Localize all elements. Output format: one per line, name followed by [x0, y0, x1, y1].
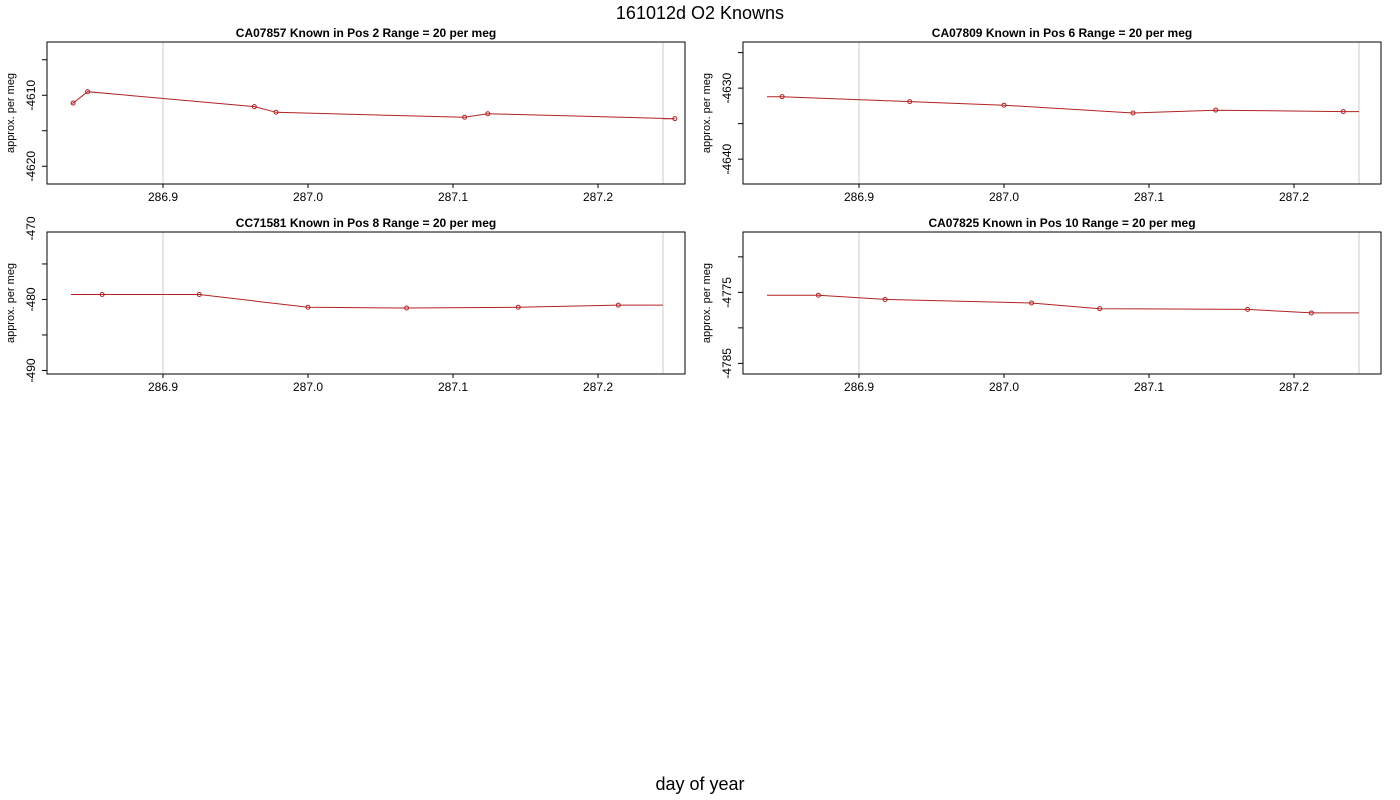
- series-line: [71, 91, 675, 120]
- data-point: [1340, 109, 1346, 115]
- data-point: [882, 296, 888, 302]
- x-tick-label: 287.0: [293, 380, 323, 394]
- x-tick-label: 287.1: [438, 380, 468, 394]
- data-point: [99, 291, 105, 297]
- y-tick-label: -4640: [720, 143, 734, 174]
- plot-frame: [46, 41, 686, 185]
- data-point: [1245, 306, 1251, 312]
- y-tick-label: -4785: [720, 348, 734, 379]
- data-point: [1001, 102, 1007, 108]
- data-point: [196, 291, 202, 297]
- y-tick-label: -4630: [720, 72, 734, 103]
- y-tick-label: -480: [24, 287, 38, 311]
- y-tick-label: -490: [24, 358, 38, 382]
- series-line: [767, 96, 1359, 114]
- y-tick-label: -4620: [24, 151, 38, 182]
- data-point: [1097, 306, 1103, 312]
- y-tick-label: -4775: [720, 277, 734, 308]
- x-tick-label: 287.1: [1134, 190, 1164, 204]
- y-tick-label: -4610: [24, 80, 38, 111]
- plot-frame: [46, 231, 686, 375]
- x-tick-label: 286.9: [844, 190, 874, 204]
- series-line: [71, 294, 663, 309]
- y-axis-label: approx. per meg: [5, 263, 17, 343]
- data-point: [615, 302, 621, 308]
- data-point: [672, 116, 678, 122]
- figure-x-axis-label: day of year: [655, 774, 745, 794]
- chart-panel-1: CA07857 Known in Pos 2 Range = 20 per me…: [5, 26, 686, 204]
- chart-panel-3: CC71581 Known in Pos 8 Range = 20 per me…: [5, 216, 686, 394]
- x-tick-label: 286.9: [148, 380, 178, 394]
- x-tick-label: 287.2: [583, 380, 613, 394]
- plot-frame: [742, 41, 1382, 185]
- data-point: [404, 305, 410, 311]
- data-point: [1130, 110, 1136, 116]
- data-point: [305, 304, 311, 310]
- data-point: [815, 292, 821, 298]
- data-point: [462, 114, 468, 120]
- data-point: [485, 111, 491, 117]
- panel-title: CA07825 Known in Pos 10 Range = 20 per m…: [928, 216, 1195, 230]
- x-tick-label: 287.2: [583, 190, 613, 204]
- data-point: [70, 100, 76, 106]
- y-axis-label: approx. per meg: [701, 263, 713, 343]
- y-axis-label: approx. per meg: [5, 73, 17, 153]
- chart-panel-2: CA07809 Known in Pos 6 Range = 20 per me…: [701, 26, 1382, 204]
- data-point: [779, 94, 785, 100]
- data-point: [1029, 300, 1035, 306]
- data-point: [251, 104, 257, 110]
- x-tick-label: 287.2: [1279, 190, 1309, 204]
- x-tick-label: 287.1: [438, 190, 468, 204]
- y-axis-label: approx. per meg: [701, 73, 713, 153]
- data-point: [907, 99, 913, 105]
- data-point: [273, 109, 279, 115]
- plot-frame: [742, 231, 1382, 375]
- y-tick-label: -470: [24, 216, 38, 240]
- x-tick-label: 286.9: [844, 380, 874, 394]
- panel-title: CA07809 Known in Pos 6 Range = 20 per me…: [932, 26, 1192, 40]
- data-point: [515, 304, 521, 310]
- x-tick-label: 287.2: [1279, 380, 1309, 394]
- x-tick-label: 287.0: [989, 380, 1019, 394]
- chart-panel-4: CA07825 Known in Pos 10 Range = 20 per m…: [701, 216, 1382, 394]
- panel-title: CC71581 Known in Pos 8 Range = 20 per me…: [236, 216, 496, 230]
- figure-title: 161012d O2 Knowns: [615, 3, 785, 23]
- x-tick-label: 286.9: [148, 190, 178, 204]
- data-point: [1213, 107, 1219, 113]
- data-point: [85, 89, 91, 95]
- series-line: [767, 294, 1359, 314]
- panel-title: CA07857 Known in Pos 2 Range = 20 per me…: [236, 26, 496, 40]
- x-tick-label: 287.1: [1134, 380, 1164, 394]
- x-tick-label: 287.0: [293, 190, 323, 204]
- x-tick-label: 287.0: [989, 190, 1019, 204]
- data-point: [1308, 310, 1314, 316]
